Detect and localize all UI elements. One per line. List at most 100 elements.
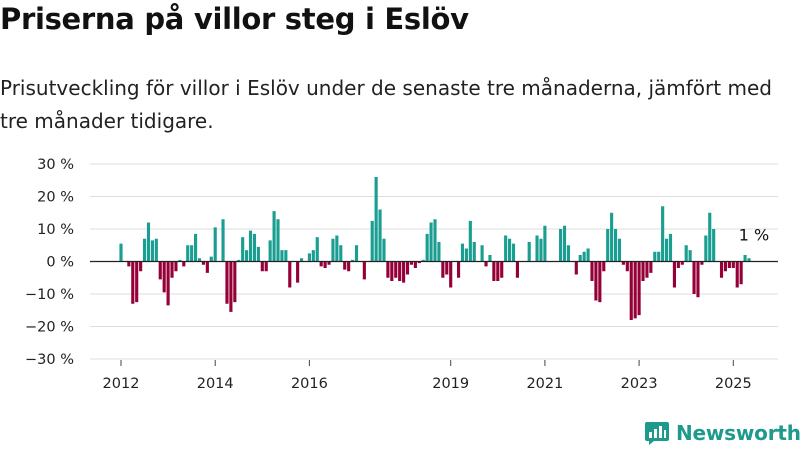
bar — [719, 261, 724, 278]
bar — [468, 220, 472, 262]
bar — [676, 261, 680, 268]
y-tick-label: −10 % — [25, 287, 74, 303]
bar — [319, 261, 323, 267]
bar — [394, 261, 398, 278]
x-tick-label: 2023 — [621, 376, 658, 392]
bar — [743, 255, 747, 262]
bar — [488, 255, 492, 262]
bar — [496, 261, 500, 281]
bar — [150, 240, 154, 262]
bar — [268, 240, 272, 262]
bar — [559, 229, 563, 262]
bar — [131, 261, 135, 304]
bar — [382, 238, 386, 262]
bar — [590, 261, 594, 281]
bar — [665, 238, 669, 262]
bar — [409, 261, 414, 265]
bar — [331, 238, 335, 262]
bar — [621, 261, 625, 265]
bar — [378, 209, 382, 262]
bar — [668, 233, 673, 262]
bar — [641, 261, 645, 281]
bar — [562, 225, 567, 262]
bar — [233, 261, 237, 303]
bar — [633, 261, 637, 319]
bar — [248, 230, 253, 262]
bar — [135, 261, 139, 303]
bar — [735, 261, 739, 288]
x-tick-label: 2016 — [291, 376, 328, 392]
bar — [617, 238, 622, 262]
bar — [449, 261, 453, 288]
y-tick-label: −20 % — [25, 320, 74, 336]
bar — [335, 235, 339, 262]
bar — [731, 261, 735, 268]
chart-subtitle: Prisutveckling för villor i Eslöv under … — [0, 76, 772, 133]
bar — [213, 227, 217, 262]
bar — [708, 212, 712, 262]
bar — [704, 235, 708, 262]
bar — [602, 261, 606, 272]
bar — [402, 261, 406, 283]
bar — [574, 261, 578, 275]
brand-name: Newsworthy — [676, 421, 800, 445]
bar — [280, 250, 284, 262]
bar — [276, 219, 280, 262]
bar — [386, 261, 390, 278]
bar — [661, 206, 665, 262]
bar — [370, 220, 374, 262]
bar — [272, 211, 276, 262]
bar — [178, 259, 182, 262]
bar — [260, 261, 264, 272]
bar — [209, 256, 213, 262]
bar — [696, 261, 700, 298]
bar — [539, 238, 543, 262]
bar — [437, 242, 441, 262]
bar — [174, 261, 178, 272]
bar — [598, 261, 602, 303]
bar — [374, 177, 378, 262]
bar — [162, 261, 166, 293]
bar — [680, 261, 684, 265]
bar — [201, 261, 205, 265]
bar — [146, 222, 151, 262]
bar — [221, 219, 225, 262]
y-tick-label: 10 % — [37, 222, 74, 238]
axes — [90, 260, 778, 366]
bar — [339, 245, 343, 262]
bar — [692, 261, 696, 294]
bar — [119, 243, 123, 262]
gridlines — [90, 163, 778, 360]
bar — [649, 261, 653, 273]
bar — [323, 261, 327, 268]
chart-title: Priserna på villor steg i Eslöv — [0, 2, 469, 36]
x-tick-label: 2014 — [197, 376, 234, 392]
bar — [543, 225, 547, 262]
labels: 30 % 20 % 10 % 0 % −10 % −20 % −30 % 2012 2014 20… — [25, 157, 769, 392]
bar — [166, 261, 170, 306]
bar — [194, 233, 198, 262]
bar — [653, 251, 657, 262]
bar — [354, 245, 359, 262]
bar — [492, 261, 496, 281]
bar — [362, 261, 366, 280]
bar — [480, 245, 484, 262]
bar — [625, 261, 629, 272]
bar — [127, 261, 131, 267]
bar — [256, 246, 260, 262]
x-tick-label: 2019 — [432, 376, 469, 392]
bar — [586, 248, 590, 262]
bar — [445, 261, 449, 275]
bar — [417, 261, 421, 264]
bar — [405, 261, 410, 275]
bar — [307, 253, 311, 262]
bar — [425, 233, 429, 262]
bar — [288, 261, 292, 288]
bar — [205, 261, 209, 273]
bar — [645, 261, 649, 278]
y-tick-label: 30 % — [37, 157, 74, 173]
bar — [343, 261, 347, 270]
brand-footer[interactable]: Newsworthy — [644, 419, 800, 447]
bars — [119, 177, 751, 320]
